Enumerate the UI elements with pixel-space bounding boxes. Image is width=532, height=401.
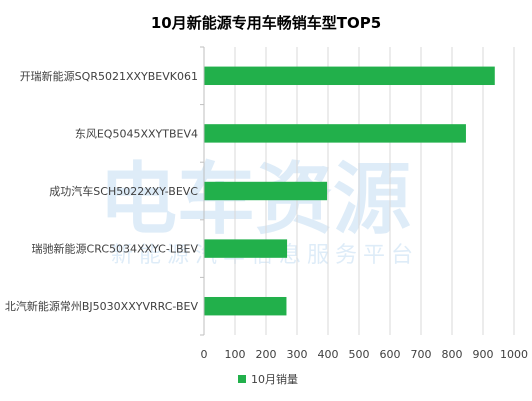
bar	[204, 124, 466, 143]
bar	[204, 239, 288, 258]
x-tick-label: 400	[318, 348, 339, 361]
category-label: 北汽新能源常州BJ5030XXYVRRC-BEV	[5, 299, 199, 313]
x-tick-label: 600	[380, 348, 401, 361]
chart-title: 10月新能源专用车畅销车型TOP5	[151, 14, 381, 32]
category-label: 成功汽车SCH5022XXY-BEVC	[49, 184, 198, 198]
gridlines	[203, 47, 515, 335]
legend: 10月销量	[238, 372, 298, 386]
category-label: 东风EQ5045XXYTBEV4	[75, 127, 198, 140]
x-tick-label: 700	[411, 348, 432, 361]
legend-label: 10月销量	[251, 372, 298, 386]
bars	[204, 66, 495, 316]
x-tick-label: 1000	[500, 348, 528, 361]
bar	[204, 66, 495, 86]
x-tick-label: 100	[225, 348, 246, 361]
bar	[204, 181, 328, 201]
legend-swatch	[238, 375, 246, 383]
x-tick-labels: 0 100 200 300 400 500 600 700 800 900 1000	[201, 348, 529, 361]
x-tick-label: 900	[473, 348, 494, 361]
category-labels: 开瑞新能源SQR5021XXYBEVK061 东风EQ5045XXYTBEV4 成功…	[5, 69, 199, 313]
category-label: 瑞驰新能源CRC5034XXYC-LBEV	[32, 242, 199, 256]
category-label: 开瑞新能源SQR5021XXYBEVK061	[20, 69, 198, 83]
bar	[204, 296, 287, 316]
y-axis	[200, 46, 205, 336]
x-tick-label: 200	[256, 348, 277, 361]
x-tick-label: 300	[287, 348, 308, 361]
x-tick-label: 500	[349, 348, 370, 361]
x-tick-label: 0	[201, 348, 208, 361]
x-tick-label: 800	[442, 348, 463, 361]
